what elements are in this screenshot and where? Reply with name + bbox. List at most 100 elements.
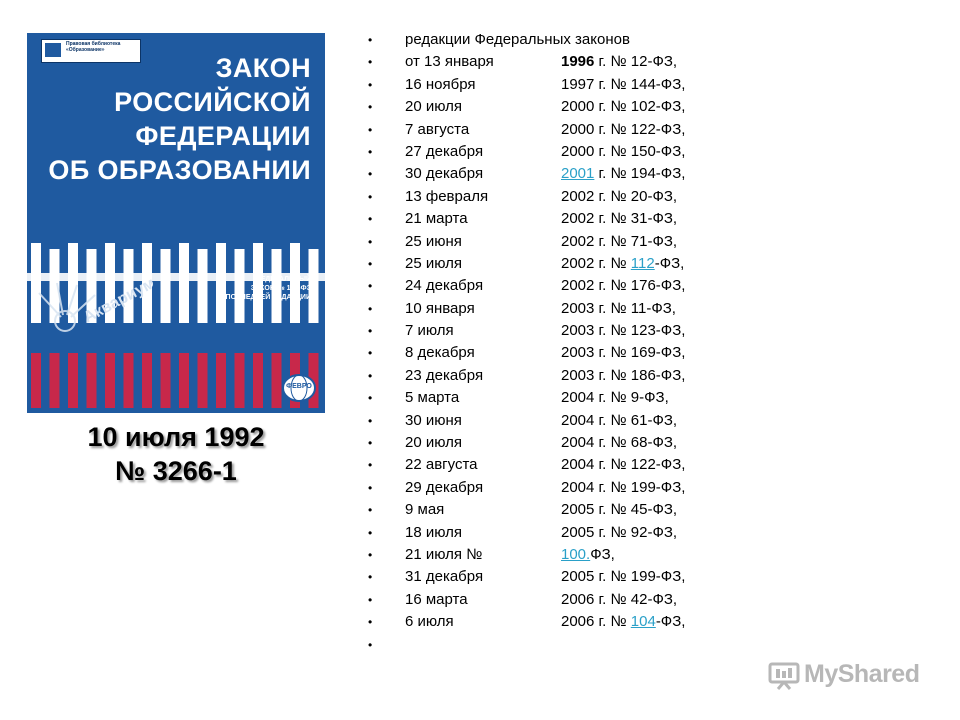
list-item: • 22 августа 2004 г. № 122-ФЗ, — [368, 454, 848, 476]
amendment-year: 2003 — [561, 322, 595, 340]
amendment-reference: 2003 г. № 169-ФЗ, — [561, 342, 685, 364]
list-item: • редакции Федеральных законов — [368, 29, 848, 51]
amendment-suffix: г. № 71-ФЗ, — [594, 232, 678, 250]
amendment-reference: 2006 г. № 104-ФЗ, — [561, 611, 685, 633]
list-item: • 7 июля 2003 г. № 123-ФЗ, — [368, 320, 848, 342]
list-header: редакции Федеральных законов — [405, 31, 630, 48]
amendment-year: 2000 — [561, 120, 595, 138]
bullet-icon: • — [368, 122, 373, 137]
red-stripe — [197, 353, 208, 408]
bullet-icon: • — [368, 458, 373, 473]
presentation-board-icon — [768, 662, 800, 690]
red-stripe — [253, 353, 263, 408]
law-number: № 3266-1 — [115, 456, 237, 486]
bullet-icon: • — [368, 368, 373, 383]
amendment-suffix: г. № 42-ФЗ, — [594, 590, 678, 608]
amendment-link[interactable]: 100. — [561, 545, 591, 563]
amendment-reference: 2003 г. № 11-ФЗ, — [561, 298, 676, 320]
amendment-year: 2005 — [561, 523, 595, 541]
amendment-reference: 1996 г. № 12-ФЗ, — [561, 51, 677, 73]
list-item: • 21 июля № 100.ФЗ, — [368, 544, 848, 566]
list-item: • 16 ноября 1997 г. № 144-ФЗ, — [368, 74, 848, 96]
white-stripe — [253, 243, 263, 323]
bullet-icon: • — [368, 391, 373, 406]
amendment-suffix: г. № 31-ФЗ, — [594, 210, 678, 228]
amendment-date: 27 декабря — [405, 142, 484, 160]
bullet-icon: • — [368, 525, 373, 540]
red-stripe — [142, 353, 152, 408]
white-stripe — [271, 249, 282, 323]
red-stripe — [86, 353, 97, 408]
bullet-icon: • — [368, 144, 373, 159]
book-stack-icon — [45, 43, 61, 57]
bullet-icon: • — [368, 503, 373, 518]
amendment-date: 24 декабря — [405, 277, 484, 295]
globe-logo: ФЕВРО — [282, 373, 316, 403]
bullet-icon: • — [368, 234, 373, 249]
bullet-icon: • — [368, 637, 373, 652]
amendment-date: 16 марта — [405, 590, 468, 608]
amendment-suffix: ФЗ, — [590, 545, 615, 563]
amendment-date: 8 декабря — [405, 344, 475, 362]
amendment-suffix: -ФЗ, — [655, 613, 686, 631]
amendment-year: 2004 — [561, 456, 595, 474]
amendment-date: 5 марта — [405, 389, 460, 407]
amendment-suffix: г. № 194-ФЗ, — [594, 165, 686, 183]
bullet-icon: • — [368, 301, 373, 316]
bullet-icon: • — [368, 615, 373, 630]
emblem-text: Аквариум — [81, 275, 153, 327]
white-stripe — [160, 249, 171, 323]
amendment-date: 6 июля — [405, 613, 454, 631]
amendment-date: 23 декабря — [405, 366, 484, 384]
red-stripe — [105, 353, 115, 408]
amendment-reference: 100.ФЗ, — [561, 544, 615, 566]
list-item: • от 13 января 1996 г. № 12-ФЗ, — [368, 51, 848, 73]
amendment-date: 16 ноября — [405, 75, 476, 93]
cover-title-line: ОБ ОБРАЗОВАНИИ — [48, 155, 311, 185]
amendment-year: 2002 — [561, 210, 595, 228]
law-date: 10 июля 1992 — [87, 422, 265, 452]
bullet-icon: • — [368, 189, 373, 204]
amendment-reference: 2004 г. № 199-ФЗ, — [561, 477, 685, 499]
amendment-suffix: г. № 12-ФЗ, — [594, 53, 678, 71]
cover-title-line: ФЕДЕРАЦИИ — [135, 121, 311, 151]
cover-subtitle-line: ФЕДЕРАЛЬНЫЙ — [254, 276, 311, 283]
amendment-reference: 2003 г. № 186-ФЗ, — [561, 365, 685, 387]
bullet-icon: • — [368, 167, 373, 182]
bullet-icon: • — [368, 100, 373, 115]
amendment-link[interactable]: 112 — [630, 254, 655, 272]
amendment-suffix: г. № 176-ФЗ, — [594, 277, 686, 295]
amendment-reference: 2005 г. № 199-ФЗ, — [561, 566, 685, 588]
bullet-icon: • — [368, 212, 373, 227]
amendment-date: 9 мая — [405, 501, 445, 519]
amendment-date: 10 января — [405, 299, 475, 317]
amendment-year: 2004 — [561, 389, 595, 407]
list-item: • 25 июля 2002 г. № 112-ФЗ, — [368, 253, 848, 275]
white-stripe — [197, 249, 208, 323]
amendment-link[interactable]: 2001 — [561, 165, 595, 183]
red-stripe — [179, 353, 189, 408]
amendment-link[interactable]: 104 — [630, 613, 656, 631]
amendment-suffix: г. № 68-ФЗ, — [594, 434, 678, 452]
amendment-year: 2002 — [561, 232, 595, 250]
bullet-icon: • — [368, 77, 373, 92]
red-stripe — [31, 353, 41, 408]
red-stripe — [49, 353, 60, 408]
list-item: • 20 июля 2004 г. № 68-ФЗ, — [368, 432, 848, 454]
white-stripe — [68, 243, 78, 323]
amendment-year: 2005 — [561, 568, 595, 586]
amendment-date: 25 июня — [405, 232, 462, 250]
globe-icon — [282, 374, 316, 402]
list-item: • 7 августа 2000 г. № 122-ФЗ, — [368, 119, 848, 141]
amendment-reference: 2000 г. № 102-ФЗ, — [561, 96, 685, 118]
red-stripe — [68, 353, 78, 408]
amendment-reference: 1997 г. № 144-ФЗ, — [561, 74, 685, 96]
white-stripe — [308, 249, 319, 323]
amendment-suffix: г. № 92-ФЗ, — [594, 523, 678, 541]
amendment-suffix: г. № 102-ФЗ, — [594, 98, 686, 116]
white-stripe — [105, 243, 115, 323]
amendment-date: 30 июня — [405, 411, 462, 429]
amendment-reference: 2002 г. № 112-ФЗ, — [561, 253, 684, 275]
red-stripe — [271, 353, 282, 408]
list-item: • 20 июля 2000 г. № 102-ФЗ, — [368, 96, 848, 118]
